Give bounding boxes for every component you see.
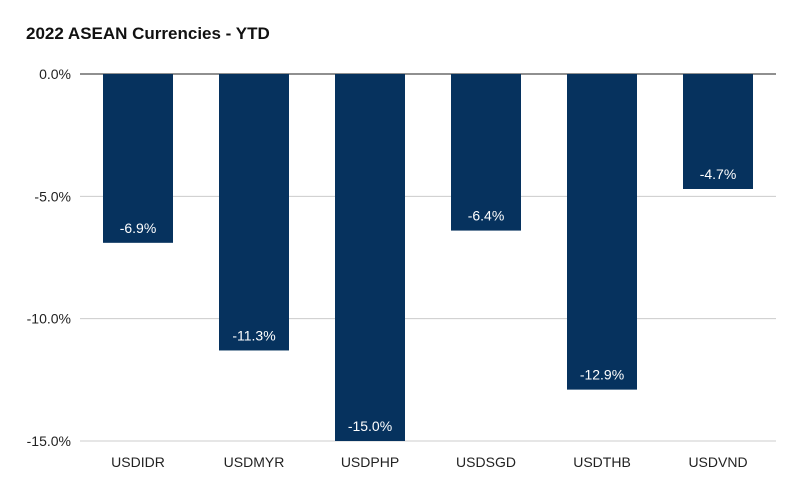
y-axis: 0.0% -5.0% -10.0% -15.0% <box>27 66 71 449</box>
x-tick-label: USDSGD <box>456 454 516 470</box>
x-tick-label: USDMYR <box>224 454 285 470</box>
gridlines <box>80 73 776 442</box>
bar-usdmyr <box>219 74 289 351</box>
bar-usdsgd <box>451 74 521 231</box>
y-tick-label: -10.0% <box>27 311 71 327</box>
data-label: -6.9% <box>120 220 157 236</box>
data-label: -4.7% <box>700 166 737 182</box>
bar-usdidr <box>103 74 173 243</box>
bar-usdphp <box>335 74 405 441</box>
y-tick-label: -15.0% <box>27 433 71 449</box>
chart-title: 2022 ASEAN Currencies - YTD <box>26 24 270 43</box>
data-label: -6.4% <box>468 208 505 224</box>
bars: -6.9% -11.3% -15.0% -6.4% -12.9% -4.7% <box>103 74 753 441</box>
data-label: -12.9% <box>580 367 624 383</box>
x-axis: USDIDR USDMYR USDPHP USDSGD USDTHB USDVND <box>111 454 747 470</box>
bar-usdvnd <box>683 74 753 189</box>
x-tick-label: USDTHB <box>573 454 631 470</box>
y-tick-label: -5.0% <box>34 188 71 204</box>
x-tick-label: USDPHP <box>341 454 399 470</box>
bar-usdthb <box>567 74 637 390</box>
y-tick-label: 0.0% <box>39 66 71 82</box>
x-tick-label: USDIDR <box>111 454 165 470</box>
x-tick-label: USDVND <box>688 454 747 470</box>
data-label: -11.3% <box>232 327 275 343</box>
data-label: -15.0% <box>348 418 392 434</box>
